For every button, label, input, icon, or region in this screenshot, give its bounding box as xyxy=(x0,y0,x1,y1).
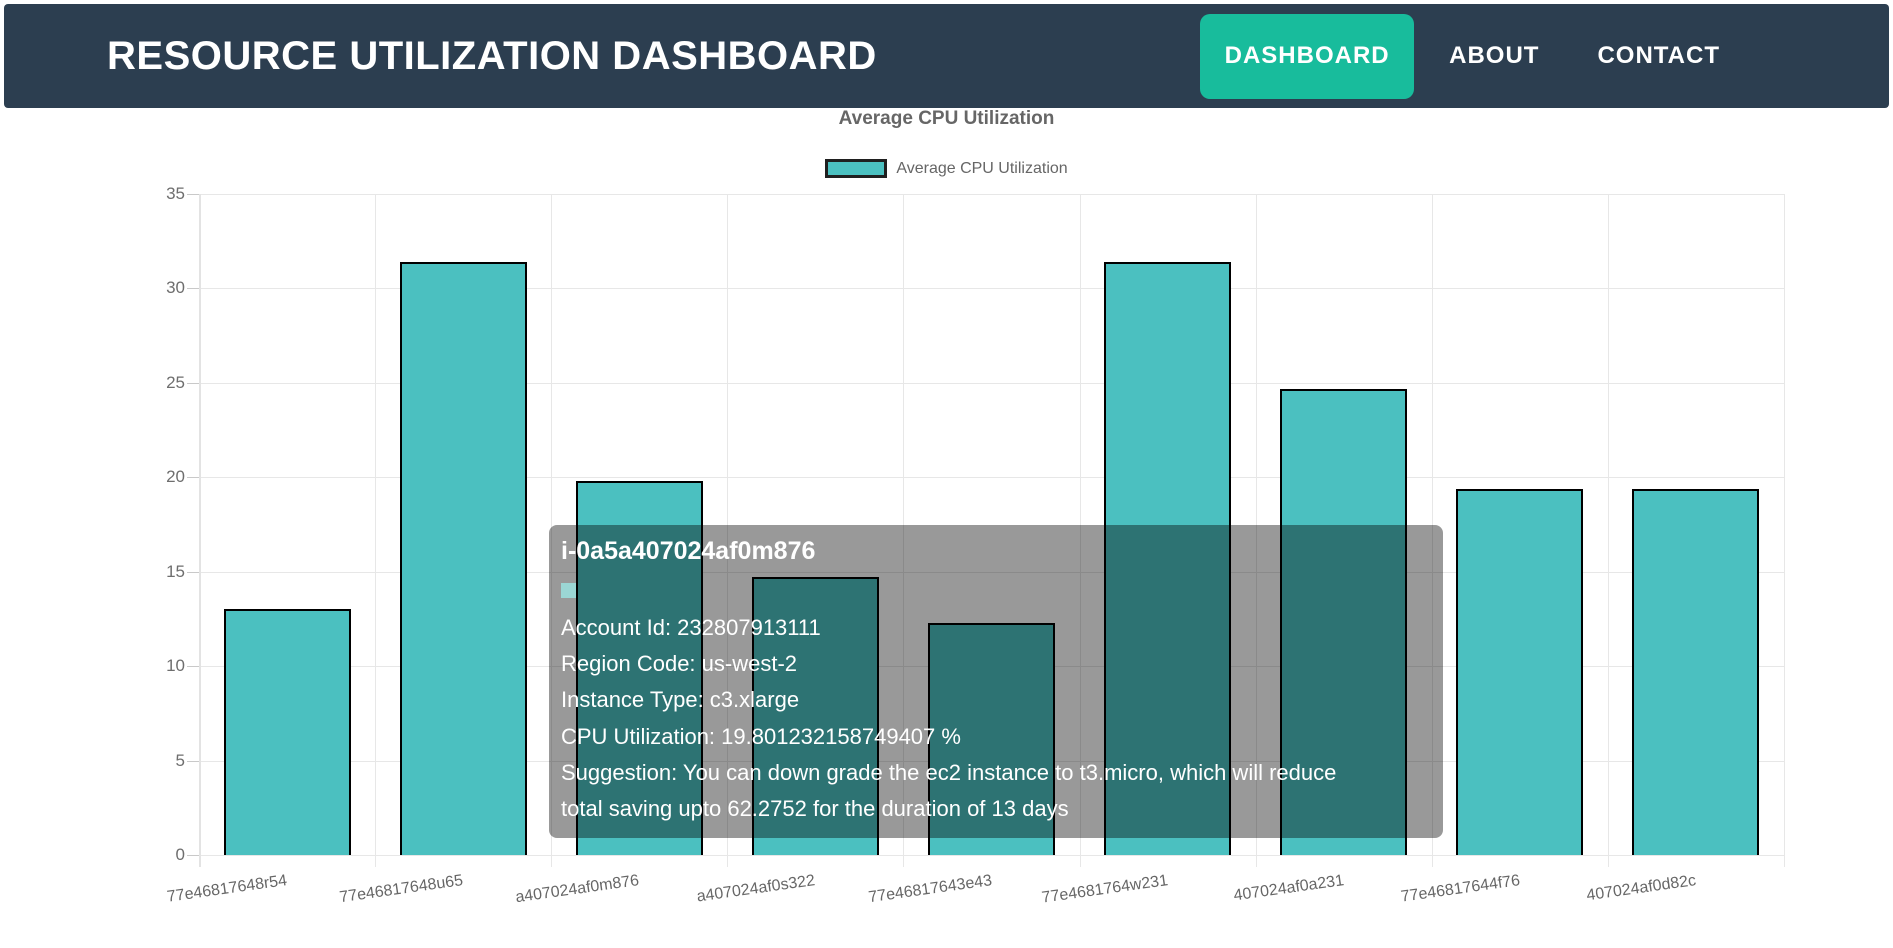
y-axis-label-0: 0 xyxy=(175,845,185,864)
y-gridline-0 xyxy=(199,855,1784,856)
tooltip-line-suggestion: Suggestion: You can down grade the ec2 i… xyxy=(561,759,1337,785)
chart-tooltip: i-0a5a407024af0m876 Account Id: 23280791… xyxy=(549,525,1443,838)
tooltip-line-suggestion-cont: total saving upto 62.2752 for the durati… xyxy=(561,796,1069,822)
y-axis-line xyxy=(199,194,201,867)
tooltip-body: Account Id: 232807913111 Region Code: us… xyxy=(561,610,1431,827)
bar-77e4681764w231[interactable] xyxy=(1104,261,1232,855)
chart-title: Average CPU Utilization xyxy=(838,108,1055,129)
legend-label: Average CPU Utilization xyxy=(896,159,1068,177)
tooltip-color-swatch xyxy=(561,583,576,598)
y-tick-20 xyxy=(187,477,199,479)
y-axis-label-10: 10 xyxy=(166,656,185,676)
x-gridline-7 xyxy=(1431,194,1433,867)
x-gridline-8 xyxy=(1607,194,1609,867)
bar-77e46817648u65[interactable] xyxy=(399,261,527,855)
bar-407024af0d82c[interactable] xyxy=(1632,488,1760,855)
y-axis-label-35: 35 xyxy=(166,184,185,203)
y-axis-label-5: 5 xyxy=(175,750,185,770)
nav-item-dashboard[interactable]: DASHBOARD xyxy=(1200,13,1415,99)
x-gridline-9 xyxy=(1784,194,1785,867)
bar-77e46817644f76[interactable] xyxy=(1456,488,1584,855)
y-tick-15 xyxy=(187,571,199,573)
x-gridline-1 xyxy=(375,194,377,867)
y-gridline-30 xyxy=(199,288,1784,290)
y-axis-label-15: 15 xyxy=(166,561,185,581)
y-gridline-15 xyxy=(199,571,1784,573)
app-title: RESOURCE UTILIZATION DASHBOARD xyxy=(107,33,877,78)
y-tick-5 xyxy=(187,760,199,762)
y-axis-label-25: 25 xyxy=(166,372,185,392)
y-tick-35 xyxy=(187,194,199,195)
x-gridline-4 xyxy=(903,194,905,867)
tooltip-line-account-id: Account Id: 232807913111 xyxy=(561,615,821,640)
y-axis-label-30: 30 xyxy=(166,278,185,298)
nav-item-contact[interactable]: CONTACT xyxy=(1597,42,1720,69)
chart-legend[interactable]: Average CPU Utilization xyxy=(0,159,1893,178)
x-gridline-5 xyxy=(1079,194,1081,867)
tooltip-line-cpu-utilization: CPU Utilization: 19.801232158749407 % xyxy=(561,723,961,749)
y-gridline-25 xyxy=(199,382,1784,384)
nav-item-about[interactable]: ABOUT xyxy=(1449,42,1540,69)
bar-a407024af0m876[interactable] xyxy=(575,481,703,855)
navbar: RESOURCE UTILIZATION DASHBOARD DASHBOARD… xyxy=(4,4,1889,108)
x-gridline-6 xyxy=(1255,194,1257,867)
y-gridline-35 xyxy=(199,194,1784,195)
y-tick-10 xyxy=(187,666,199,668)
y-tick-30 xyxy=(187,288,199,290)
legend-color-swatch xyxy=(825,159,888,178)
bar-407024af0a231[interactable] xyxy=(1280,388,1408,855)
y-tick-25 xyxy=(187,382,199,384)
tooltip-line-region-code: Region Code: us-west-2 xyxy=(561,651,798,677)
tooltip-title: i-0a5a407024af0m876 xyxy=(561,537,816,565)
y-gridline-20 xyxy=(199,477,1784,479)
x-gridline-3 xyxy=(727,194,729,867)
bar-a407024af0s322[interactable] xyxy=(751,577,879,855)
bar-77e46817643e43[interactable] xyxy=(928,622,1055,855)
x-gridline-2 xyxy=(551,194,553,867)
y-axis-label-20: 20 xyxy=(166,467,185,487)
tooltip-line-instance-type: Instance Type: c3.xlarge xyxy=(561,687,800,713)
y-tick-0 xyxy=(187,855,199,856)
bar-77e46817648r54[interactable] xyxy=(223,609,351,855)
nav-menu: DASHBOARD ABOUT CONTACT xyxy=(1200,13,1749,99)
